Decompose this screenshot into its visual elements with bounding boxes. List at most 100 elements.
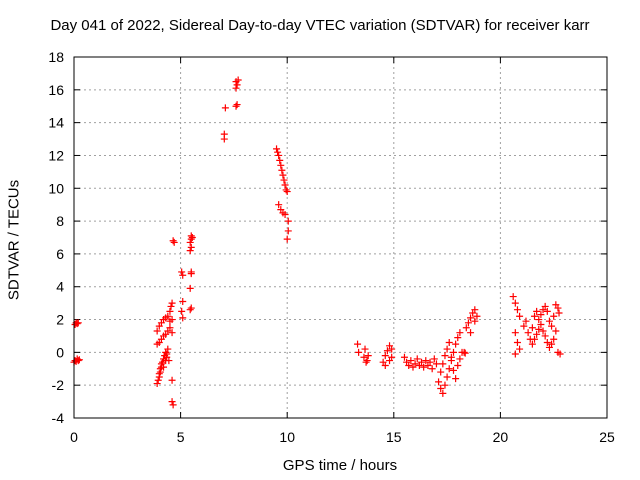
data-point (388, 345, 396, 353)
data-point (281, 211, 289, 219)
data-point (439, 389, 447, 397)
data-point (556, 350, 564, 358)
data-point (168, 398, 176, 406)
data-point (461, 349, 469, 357)
data-point (471, 317, 479, 325)
data-point (435, 378, 443, 386)
data-point (439, 360, 447, 368)
data-point (550, 335, 558, 343)
data-point (554, 304, 562, 312)
data-point (276, 156, 284, 164)
data-point (74, 357, 82, 365)
x-tick-label: 10 (279, 429, 295, 445)
data-point (426, 358, 434, 366)
data-point (533, 330, 541, 338)
data-point (364, 352, 372, 360)
data-point (169, 401, 177, 409)
data-point (464, 319, 472, 327)
data-point (437, 384, 445, 392)
data-point (383, 347, 391, 355)
x-tick-label: 20 (493, 429, 509, 445)
data-point (405, 361, 413, 369)
data-point (168, 376, 176, 384)
data-point (275, 151, 283, 159)
data-point (221, 104, 229, 112)
data-point (278, 166, 286, 174)
data-point (445, 339, 453, 347)
data-point (467, 329, 475, 337)
data-point (522, 317, 530, 325)
data-point (400, 353, 408, 361)
data-point (449, 366, 457, 374)
data-point (541, 302, 549, 310)
data-point (516, 345, 524, 353)
x-tick-label: 0 (70, 429, 78, 445)
data-point (281, 181, 289, 189)
data-point (363, 357, 371, 365)
data-point (462, 324, 470, 332)
data-point (164, 312, 172, 320)
y-tick-label: 18 (48, 49, 64, 65)
data-point (166, 324, 174, 332)
data-point (73, 320, 81, 328)
data-point (167, 302, 175, 310)
data-point (164, 345, 172, 353)
data-point (550, 312, 558, 320)
y-tick-label: 0 (56, 344, 64, 360)
data-point (360, 353, 368, 361)
data-point (169, 237, 177, 245)
data-point (407, 357, 415, 365)
x-tick-label: 25 (599, 429, 615, 445)
plot-frame (73, 56, 608, 419)
data-point (166, 307, 174, 315)
data-point (543, 307, 551, 315)
grid-lines (74, 57, 607, 418)
y-tick-label: -2 (52, 377, 65, 393)
data-point (187, 232, 195, 240)
data-point (187, 243, 195, 251)
data-point (537, 311, 545, 319)
data-point (537, 320, 545, 328)
data-point (443, 373, 451, 381)
data-point (430, 355, 438, 363)
data-point (548, 322, 556, 330)
y-tick-label: 16 (48, 82, 64, 98)
data-point (381, 361, 389, 369)
data-point (179, 314, 187, 322)
data-point (362, 358, 370, 366)
data-point (186, 284, 194, 292)
data-point (509, 293, 517, 301)
data-point (170, 238, 178, 246)
data-point (160, 363, 168, 371)
y-tick-label: 6 (56, 246, 64, 262)
data-point (154, 376, 162, 384)
data-point (524, 329, 532, 337)
data-point (541, 332, 549, 340)
data-point (168, 299, 176, 307)
data-point (234, 76, 242, 84)
data-point (283, 188, 291, 196)
data-point (232, 102, 240, 110)
data-point (418, 358, 426, 366)
data-point (511, 299, 519, 307)
data-point (282, 186, 290, 194)
data-point (437, 368, 445, 376)
data-point (158, 358, 166, 366)
data-point (355, 348, 363, 356)
data-point (381, 352, 389, 360)
data-point (411, 360, 419, 368)
y-tick-label: 8 (56, 213, 64, 229)
data-point (153, 327, 161, 335)
y-tick-label: 14 (48, 115, 64, 131)
data-point (552, 327, 560, 335)
data-point (443, 345, 451, 353)
data-point (178, 307, 186, 315)
data-point (165, 357, 173, 365)
data-point (548, 340, 556, 348)
data-point (539, 327, 547, 335)
data-point (456, 329, 464, 337)
data-point (280, 176, 288, 184)
data-point (279, 171, 287, 179)
data-point (452, 340, 460, 348)
